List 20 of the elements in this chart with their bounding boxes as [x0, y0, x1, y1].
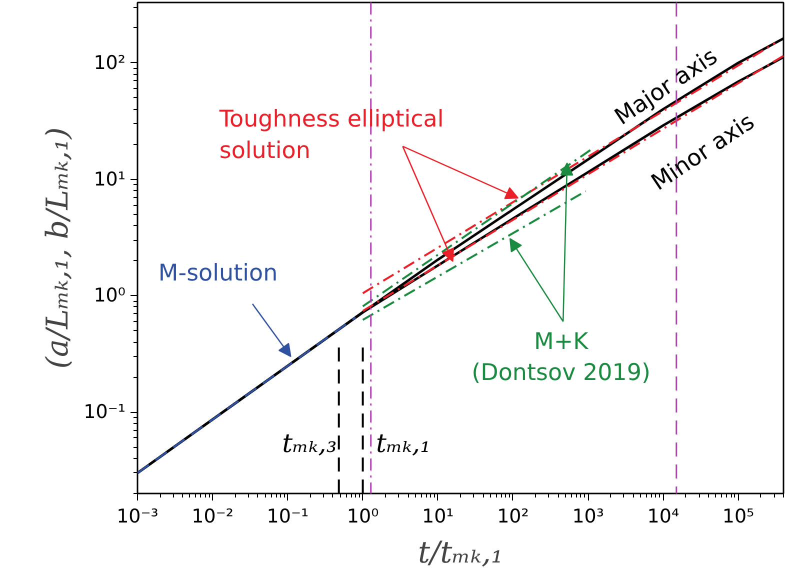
x-tick-label: 10⁰: [346, 506, 379, 528]
x-tick-label: 10⁻²: [192, 506, 234, 528]
x-tick-label: 10¹: [422, 506, 454, 528]
y-axis-title: (a/Lₘₖ,₁, b/Lₘₖ,₁): [40, 127, 76, 369]
x-tick-label: 10⁴: [647, 506, 680, 528]
x-tick-label: 10²: [497, 506, 529, 528]
annotation: Toughness elliptical solution: [218, 106, 444, 164]
x-axis-title: t/tₘₖ,₁: [418, 536, 504, 570]
y-tick-label: 10⁰: [94, 284, 126, 307]
x-tick-label: 10⁵: [722, 506, 754, 528]
annotation: tₘₖ,₃: [282, 429, 337, 460]
y-tick-label: 10⁻¹: [84, 401, 126, 424]
annotation: M-solution: [158, 260, 278, 287]
y-tick-label: 10²: [94, 52, 126, 74]
annotation: M+K (Dontsov 2019): [472, 328, 651, 386]
x-tick-label: 10⁻³: [116, 506, 158, 528]
x-tick-label: 10³: [572, 506, 604, 528]
annotation: tₘₖ,₁: [376, 429, 431, 460]
x-tick-label: 10⁻¹: [266, 506, 309, 528]
y-tick-label: 10¹: [94, 168, 126, 190]
